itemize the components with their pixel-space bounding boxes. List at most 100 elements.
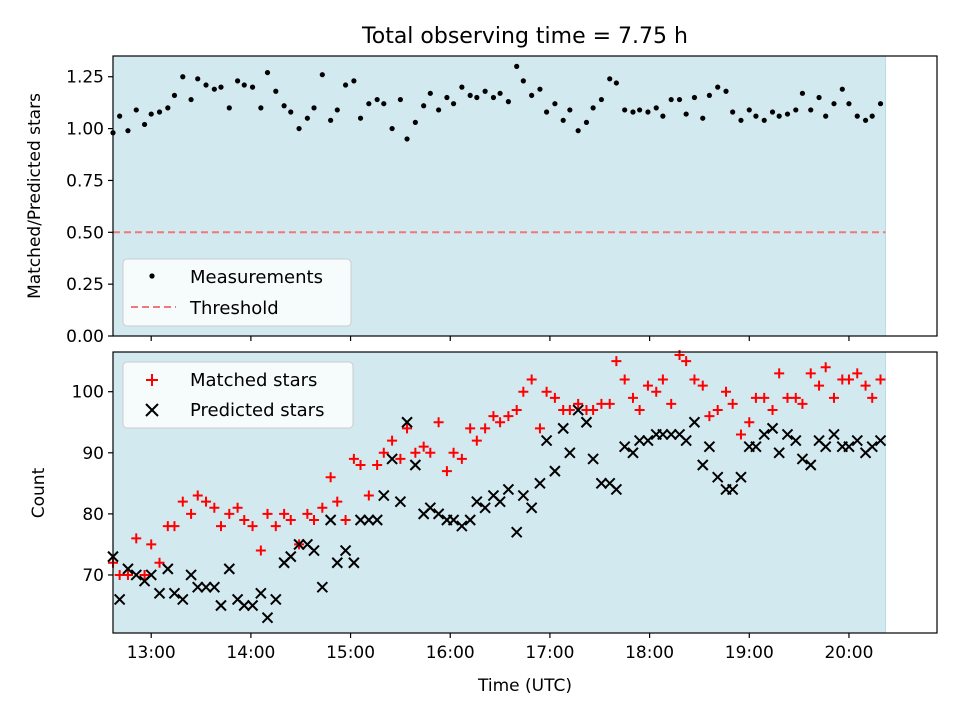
data-point xyxy=(860,380,871,391)
data-point xyxy=(526,374,537,385)
data-point xyxy=(691,94,698,101)
legend-marker-measurements xyxy=(149,273,155,279)
data-point xyxy=(534,423,545,434)
data-point xyxy=(209,502,220,513)
data-point xyxy=(153,587,166,600)
x-tick-label: 14:00 xyxy=(226,643,275,663)
data-point xyxy=(262,508,273,519)
x-tick-label: 16:00 xyxy=(426,643,475,663)
data-point xyxy=(660,113,666,119)
data-point xyxy=(704,411,715,422)
data-point xyxy=(805,459,817,471)
data-point xyxy=(331,557,343,569)
data-point xyxy=(676,96,683,103)
data-point xyxy=(541,386,552,397)
data-point xyxy=(450,101,457,107)
data-point xyxy=(418,441,429,452)
data-point xyxy=(767,405,778,416)
data-point xyxy=(471,495,483,508)
data-point xyxy=(130,569,142,581)
data-point xyxy=(680,434,692,447)
data-point xyxy=(610,483,623,496)
legend-label-predicted: Predicted stars xyxy=(190,400,324,421)
data-point xyxy=(177,593,189,606)
data-point xyxy=(270,593,282,606)
data-point xyxy=(177,496,188,507)
data-point xyxy=(444,94,450,101)
y-tick-label: 1.25 xyxy=(66,68,104,88)
y-tick-label: 0.00 xyxy=(66,327,104,347)
data-point xyxy=(113,593,126,606)
legend-label-measurements: Measurements xyxy=(190,267,323,288)
data-point xyxy=(154,557,165,568)
data-point xyxy=(723,88,729,94)
legend-frame xyxy=(122,361,354,429)
data-point xyxy=(319,72,325,78)
data-point xyxy=(447,514,460,526)
data-point xyxy=(552,101,558,107)
data-point xyxy=(630,109,636,115)
data-point xyxy=(730,109,736,115)
data-point xyxy=(564,447,576,459)
data-point xyxy=(862,117,869,123)
legend-marker-predicted xyxy=(145,403,159,417)
data-point xyxy=(645,109,651,115)
data-point xyxy=(433,417,444,428)
data-point xyxy=(502,483,515,496)
data-point xyxy=(657,374,668,385)
data-point xyxy=(412,119,418,125)
data-point xyxy=(270,521,281,532)
data-point xyxy=(241,82,247,88)
y-tick-label: 0.25 xyxy=(66,275,104,295)
data-point xyxy=(666,398,677,409)
data-point xyxy=(281,103,287,109)
data-point xyxy=(467,92,473,99)
data-point xyxy=(224,508,235,519)
x-tick-label: 18:00 xyxy=(625,643,674,663)
data-point xyxy=(583,119,590,125)
x-tick-label: 20:00 xyxy=(824,643,873,663)
x-tick-label: 13:00 xyxy=(127,643,176,663)
data-point xyxy=(851,434,863,447)
panel-top: Total observing time = 7.75 h Matched/Pr… xyxy=(25,24,938,347)
data-point xyxy=(573,398,584,409)
data-point xyxy=(480,423,491,434)
data-point xyxy=(363,514,375,526)
y-tick-label: 0.75 xyxy=(66,171,104,191)
data-point xyxy=(525,502,538,514)
data-point xyxy=(203,82,209,88)
data-point xyxy=(805,368,816,379)
data-point xyxy=(744,417,755,428)
data-point xyxy=(619,374,630,385)
data-point xyxy=(296,125,302,132)
data-point xyxy=(354,514,367,526)
x-tick-label: 15:00 xyxy=(326,643,375,663)
data-point xyxy=(511,405,522,416)
data-point xyxy=(494,495,506,508)
data-point xyxy=(387,435,398,446)
data-point xyxy=(529,92,535,99)
x-tick-label: 19:00 xyxy=(725,643,774,663)
data-point xyxy=(580,416,593,428)
data-point xyxy=(706,92,713,99)
data-point xyxy=(543,109,550,115)
data-point xyxy=(598,96,605,103)
data-point xyxy=(726,483,739,496)
data-point xyxy=(549,465,561,477)
data-point xyxy=(255,587,267,600)
data-point xyxy=(843,440,855,453)
data-point xyxy=(432,508,445,520)
data-point xyxy=(188,96,194,103)
data-point xyxy=(774,368,785,379)
data-point xyxy=(633,434,646,447)
data-point xyxy=(223,563,235,575)
data-point xyxy=(397,96,404,103)
data-point xyxy=(642,434,654,447)
data-point xyxy=(820,362,831,373)
data-point xyxy=(122,563,134,575)
data-point xyxy=(195,76,201,82)
data-point xyxy=(697,380,708,391)
data-point xyxy=(823,113,829,119)
data-point xyxy=(712,405,723,416)
data-point xyxy=(505,99,511,105)
